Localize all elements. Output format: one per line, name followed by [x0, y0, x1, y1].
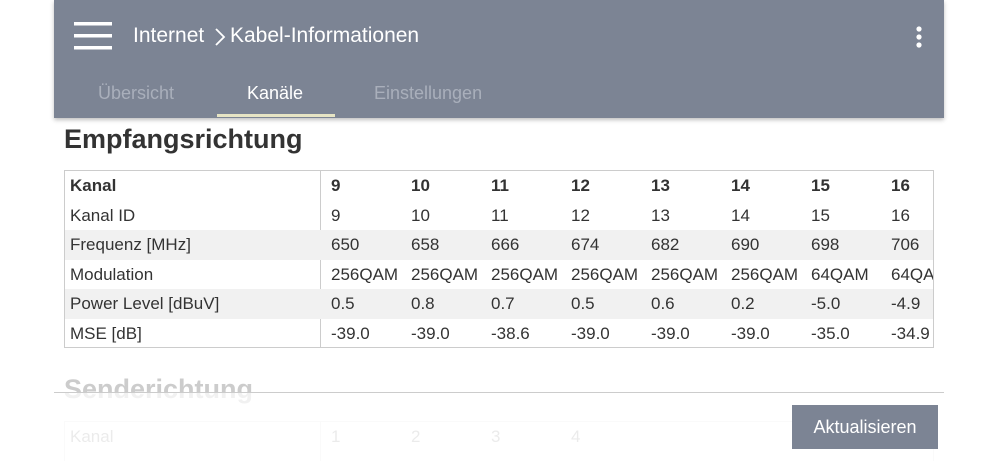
table-cell: 0.7: [491, 294, 515, 314]
table-cell: 16: [891, 176, 910, 195]
table-cell: 256QAM: [571, 264, 639, 284]
table-cell: 256QAM: [491, 264, 559, 284]
table-cell: 15: [811, 205, 830, 225]
table-cell: -34.9: [891, 323, 930, 343]
table-cell: 682: [651, 235, 680, 255]
table-cell: 14: [731, 176, 750, 195]
table-cell: -5.0: [811, 294, 841, 314]
table-cell: -39.0: [651, 323, 690, 343]
table-cell: Kanal ID: [70, 205, 136, 225]
table-cell: 0.2: [731, 294, 755, 314]
table-cell: 0.8: [411, 294, 435, 314]
table-cell: 0.6: [651, 294, 675, 314]
refresh-button[interactable]: Aktualisieren: [792, 405, 938, 449]
table-cell: 13: [651, 205, 670, 225]
table-cell: 256QAM: [411, 264, 479, 284]
table-cell: Modulation: [70, 264, 154, 284]
section-title: Empfangsrichtung: [64, 124, 303, 154]
table-cell: 706: [891, 235, 920, 255]
tab[interactable]: Übersicht: [98, 83, 175, 103]
table-cell: 9: [331, 176, 341, 195]
table-cell: -38.6: [491, 323, 530, 343]
table-cell: 11: [491, 205, 509, 225]
table-row: Kanal 9 10 11 12 13 14 15 16: [65, 171, 933, 201]
table-cell: Frequenz [MHz]: [70, 235, 191, 255]
table-cell: 15: [811, 176, 830, 195]
table-cell: 256QAM: [731, 264, 799, 284]
breadcrumb-item: Kabel-Informationen: [230, 24, 420, 47]
table-cell: 12: [571, 205, 590, 225]
table-row: Kanal ID 9 10 11 12 13 14 15 16: [65, 201, 933, 231]
table-cell: 0.5: [331, 294, 355, 314]
table-cell: 13: [651, 176, 670, 195]
table-cell: 9: [331, 205, 341, 225]
more-icon[interactable]: [914, 25, 924, 51]
table-row: MSE [dB] -39.0 -39.0 -38.6 -39.0 -39.0 -39.0 -3…: [65, 319, 933, 347]
table-cell: 16: [891, 205, 910, 225]
table-cell: 658: [411, 235, 440, 255]
table-row: Power Level [dBuV] 0.5 0.8 0.7 0.5 0.6 0.2 -5.0…: [65, 289, 933, 319]
tab[interactable]: Einstellungen: [374, 83, 483, 103]
table-cell: -4.9: [891, 294, 921, 314]
table-cell: -39.0: [571, 323, 610, 343]
table-cell: 10: [411, 176, 430, 195]
table-cell: 256QAM: [651, 264, 719, 284]
breadcrumb-separator: [215, 28, 226, 46]
table-cell: 690: [731, 235, 760, 255]
table-cell: 256QAM: [331, 264, 399, 284]
table-row: Modulation 256QAM 256QAM 256QAM 256QAM 256QAM…: [65, 260, 933, 290]
table-cell: 698: [811, 235, 840, 255]
breadcrumb-item[interactable]: Internet: [133, 24, 205, 47]
table-cell: 674: [571, 235, 600, 255]
table-cell: 64QAM: [891, 264, 934, 284]
table-cell: MSE [dB]: [70, 323, 142, 343]
table-cell: 11: [491, 176, 509, 195]
downstream-table: Kanal 9 10 11 12 13 14 15 16 Kanal ID 9 10 11 12 13 14 1…: [64, 170, 934, 348]
table-cell: Kanal: [70, 176, 117, 195]
app-bar: Internet Kabel-Informationen: [54, 0, 944, 118]
table-cell: 14: [731, 205, 750, 225]
table-cell: 666: [491, 235, 520, 255]
table-cell: 12: [571, 176, 590, 195]
table-row: Frequenz [MHz] 650 658 666 674 682 690 698 706: [65, 230, 933, 260]
table-cell: -39.0: [411, 323, 450, 343]
table-cell: 0.5: [571, 294, 595, 314]
table-cell: -39.0: [731, 323, 770, 343]
table-cell: 10: [411, 205, 430, 225]
table-cell: -39.0: [331, 323, 370, 343]
tab[interactable]: Kanäle: [247, 83, 304, 103]
menu-icon[interactable]: [74, 22, 112, 50]
table-cell: 64QAM: [811, 264, 869, 284]
table-cell: Power Level [dBuV]: [70, 294, 220, 314]
table-cell: 650: [331, 235, 360, 255]
table-cell: -35.0: [811, 323, 850, 343]
tab-indicator: [217, 114, 335, 117]
